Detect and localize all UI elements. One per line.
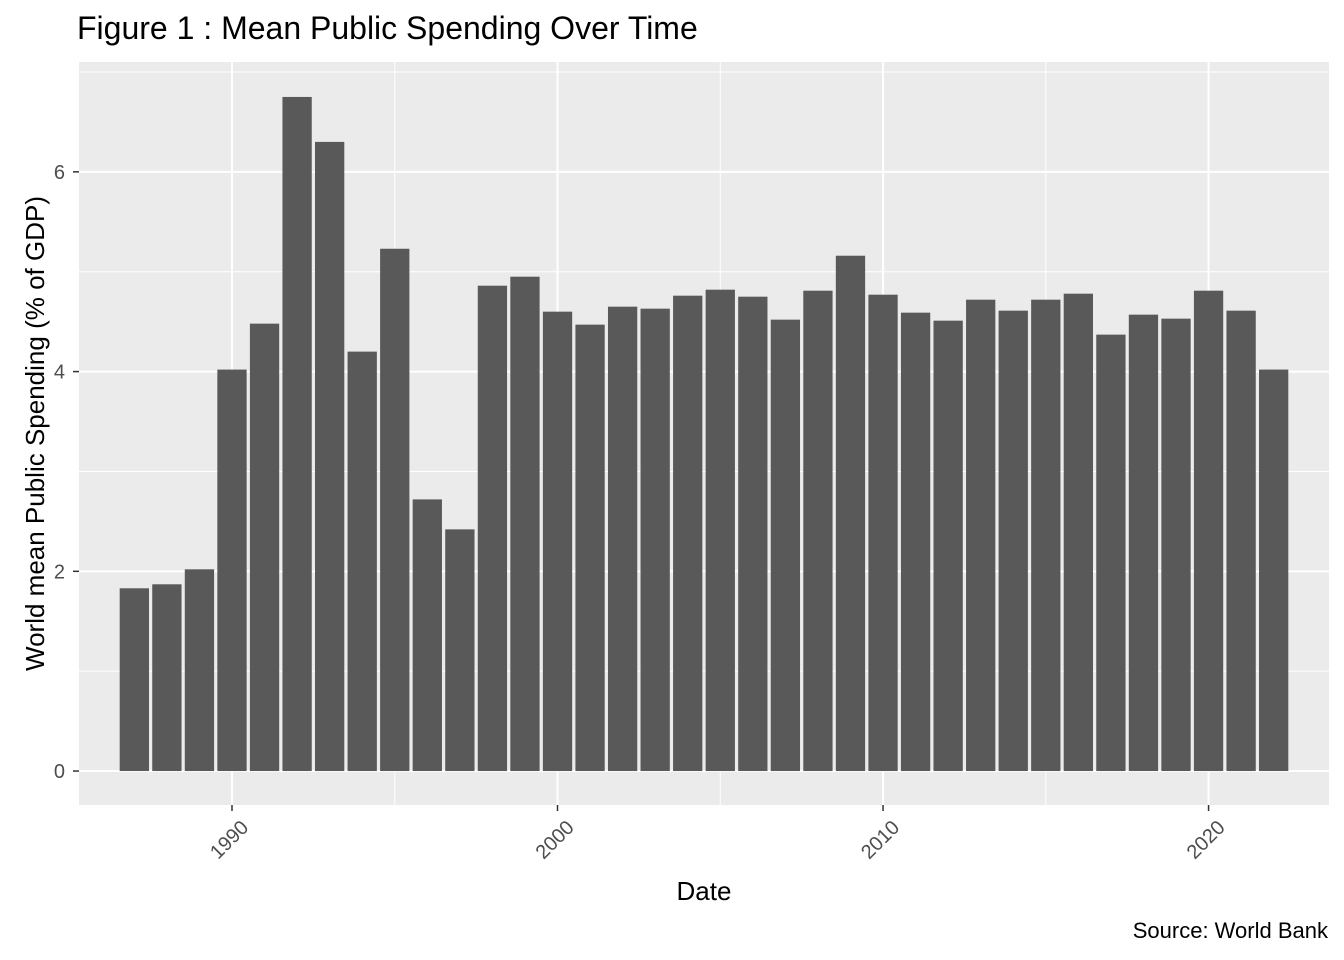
bar-1994 xyxy=(347,351,377,772)
bar-2019 xyxy=(1161,318,1191,772)
bar-2006 xyxy=(738,296,768,772)
y-tick-label: 0 xyxy=(54,761,65,783)
bar-2015 xyxy=(1031,299,1061,772)
bar-2011 xyxy=(900,312,931,772)
y-axis-title: World mean Public Spending (% of GDP) xyxy=(20,196,50,671)
bar-2007 xyxy=(770,319,801,772)
x-tick-label: 1990 xyxy=(206,817,253,864)
bar-1995 xyxy=(380,248,410,772)
bar-1996 xyxy=(412,499,442,772)
bar-2004 xyxy=(673,295,703,772)
bar-2005 xyxy=(705,289,735,772)
bar-2016 xyxy=(1063,293,1093,772)
bar-1998 xyxy=(477,285,508,772)
bar-1990 xyxy=(217,369,247,772)
y-tick-label: 2 xyxy=(54,561,65,583)
bar-1989 xyxy=(184,569,215,772)
bar-1992 xyxy=(282,96,312,772)
bar-2018 xyxy=(1128,314,1159,772)
bar-1997 xyxy=(445,529,475,772)
x-tick-label: 2020 xyxy=(1183,817,1230,864)
bar-2002 xyxy=(607,306,638,772)
x-axis: 1990 2000 2010 2020 xyxy=(206,805,1230,864)
bar-2021 xyxy=(1226,310,1256,772)
bar-2014 xyxy=(998,310,1028,772)
bar-1991 xyxy=(249,323,280,772)
bar-2012 xyxy=(933,320,963,772)
bar-2003 xyxy=(640,308,670,772)
y-axis: 0 2 4 6 xyxy=(54,162,79,783)
bar-1993 xyxy=(315,141,345,772)
y-tick-label: 4 xyxy=(54,362,65,384)
bar-1999 xyxy=(510,276,540,772)
x-tick-label: 2010 xyxy=(857,817,904,864)
x-tick-label: 2000 xyxy=(532,817,579,864)
bar-2009 xyxy=(835,255,866,772)
bar-1988 xyxy=(152,584,182,772)
y-tick-label: 6 xyxy=(54,162,65,184)
bar-1987 xyxy=(119,588,149,772)
bar-2001 xyxy=(575,324,605,772)
bar-2020 xyxy=(1193,290,1224,772)
bar-2013 xyxy=(966,299,996,772)
bar-2010 xyxy=(868,294,898,772)
bar-2022 xyxy=(1259,369,1289,772)
x-axis-title: Date xyxy=(677,876,732,906)
bar-2008 xyxy=(803,290,833,772)
bar-2017 xyxy=(1096,334,1126,772)
bars xyxy=(119,96,1289,772)
chart-title: Figure 1 : Mean Public Spending Over Tim… xyxy=(77,10,698,46)
source-caption: Source: World Bank xyxy=(1132,918,1328,943)
bar-2000 xyxy=(542,311,573,772)
